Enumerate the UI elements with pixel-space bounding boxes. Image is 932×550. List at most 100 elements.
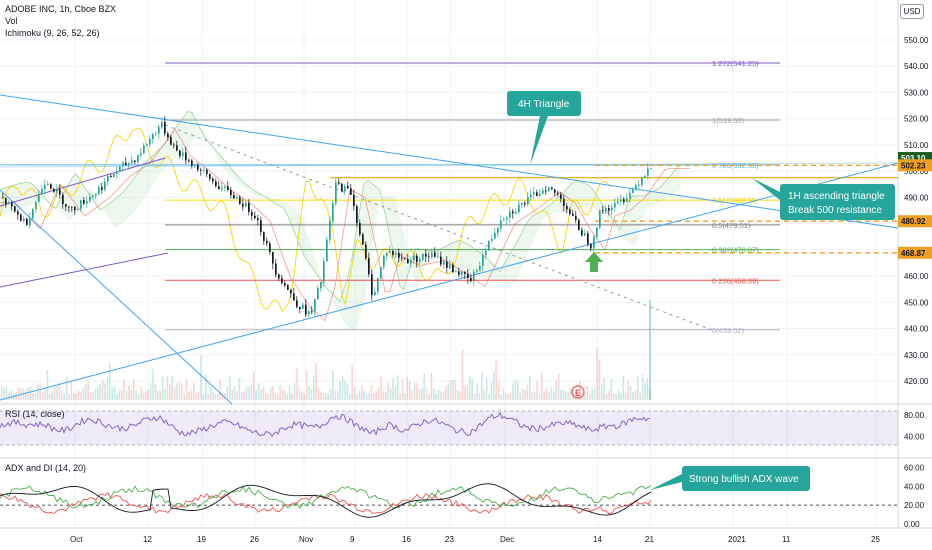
- volume-bar: [461, 350, 464, 400]
- volume-bar: [445, 386, 447, 400]
- candle-body: [35, 201, 37, 210]
- candle-body: [338, 182, 340, 184]
- volume-bar: [625, 393, 627, 400]
- volume-bar: [128, 385, 130, 400]
- symbol-legend[interactable]: ADOBE INC, 1h, Cboe BZX: [5, 4, 117, 14]
- time-axis-label: 16: [402, 535, 411, 544]
- volume-bar: [171, 375, 173, 400]
- volume-bar: [605, 393, 608, 400]
- adx-legend[interactable]: ADX and DI (14, 20): [5, 463, 87, 473]
- volume-bar: [361, 386, 363, 400]
- candle-body: [569, 209, 571, 214]
- volume-bar: [339, 381, 341, 400]
- candle-body: [332, 203, 334, 222]
- annotation-4h-triangle: 4H Triangle: [518, 99, 570, 110]
- volume-bar: [37, 384, 39, 400]
- candle-body: [233, 195, 235, 199]
- candle-body: [275, 263, 277, 275]
- candle-body: [185, 152, 187, 161]
- candle-body: [350, 188, 352, 195]
- rsi-axis-label: 80.00: [904, 411, 925, 420]
- candle-body: [617, 201, 619, 204]
- candle-body: [47, 184, 49, 186]
- candle-body: [419, 259, 421, 262]
- volume-bar: [637, 376, 639, 400]
- candle-body: [290, 289, 292, 294]
- currency-badge[interactable]: USD: [900, 4, 924, 19]
- volume-bar: [574, 391, 577, 400]
- candle-body: [122, 162, 124, 167]
- annotations: 4H Triangle 1H ascending triangle Break 50…: [507, 91, 895, 491]
- candle-body: [509, 211, 511, 218]
- volume-bar: [49, 393, 51, 400]
- alert-circle-icon[interactable]: [571, 385, 585, 399]
- volume-bar: [495, 360, 497, 400]
- volume-bar: [401, 379, 404, 400]
- volume-bar: [272, 386, 274, 400]
- volume-bar: [262, 387, 265, 400]
- volume-bar: [488, 393, 490, 400]
- volume-bar: [97, 387, 99, 400]
- adx-axis-label: 60.00: [904, 463, 925, 472]
- volume-bar: [471, 379, 473, 400]
- volume-bar: [586, 385, 589, 400]
- volume-bar: [169, 384, 171, 400]
- volume-bar: [92, 392, 94, 400]
- volume-bar: [39, 382, 41, 400]
- trend-lines: 1.272(541.25) 1(519.50) 0.786(502.38) 0.618…: [0, 59, 899, 405]
- candle-body: [242, 203, 244, 207]
- volume-bar: [267, 393, 269, 400]
- candle-body: [374, 291, 376, 296]
- candle-body: [41, 189, 43, 194]
- volume-bar: [389, 387, 392, 400]
- rsi-legend[interactable]: RSI (14, close): [5, 409, 65, 419]
- candle-body: [251, 212, 253, 216]
- candle-body: [119, 166, 121, 172]
- candle-body: [116, 171, 118, 174]
- ichimoku-base-line: [0, 128, 690, 322]
- volume-bar: [490, 382, 493, 400]
- volume-bar: [332, 369, 334, 400]
- candle-body: [335, 182, 337, 204]
- volume-bar: [226, 386, 229, 400]
- volume-bar: [440, 392, 442, 400]
- volume-bar: [53, 386, 56, 400]
- volume-bar: [286, 393, 289, 400]
- ichimoku-legend[interactable]: Ichimoku (9, 26, 52, 26): [5, 28, 100, 38]
- volume-bar: [3, 387, 5, 400]
- volume-bar: [584, 393, 586, 400]
- candle-body: [347, 186, 349, 189]
- candle-body: [83, 199, 85, 204]
- volume-bar: [289, 385, 291, 400]
- volume-bar: [44, 387, 46, 400]
- candle-body: [95, 193, 97, 196]
- candle-body: [266, 240, 268, 244]
- volume-bar: [301, 391, 303, 400]
- candle-body: [50, 184, 52, 189]
- candle-body: [137, 155, 139, 163]
- candle-body: [5, 197, 7, 205]
- candle-body: [131, 160, 133, 164]
- vol-legend[interactable]: Vol: [5, 16, 18, 26]
- volume-bar: [548, 392, 550, 400]
- candle-body: [263, 232, 265, 241]
- candle-body: [107, 175, 109, 182]
- volume-bar: [195, 393, 197, 400]
- candle-body: [524, 203, 526, 205]
- annotation-box: [780, 184, 895, 220]
- candle-body: [305, 304, 307, 315]
- fib-level-label: 1(519.50): [712, 116, 745, 125]
- candle-body: [539, 193, 541, 196]
- volume-bar: [231, 390, 233, 400]
- last-price-tag: 503.10: [901, 154, 926, 163]
- candle-body: [236, 197, 238, 199]
- candle-body: [452, 264, 454, 273]
- volume-bar: [58, 382, 61, 400]
- volume-bar: [183, 393, 185, 400]
- descending-trendline: [0, 189, 233, 405]
- volume-bar: [353, 387, 356, 400]
- candle-body: [257, 218, 259, 221]
- volume-bar: [569, 388, 572, 400]
